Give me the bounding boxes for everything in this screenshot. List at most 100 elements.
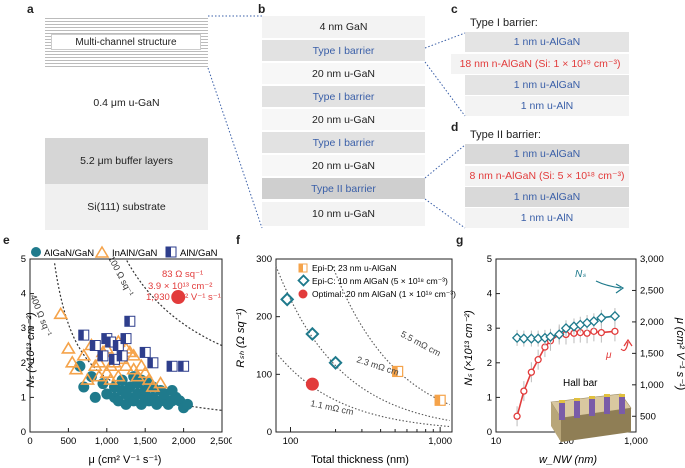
e-point-aln-fill — [113, 340, 119, 351]
e-point-aln — [139, 346, 151, 358]
g-point-mu — [597, 328, 606, 337]
e-point-aln-fill — [78, 330, 84, 341]
e-point-aln-fill — [97, 350, 103, 361]
panel-d-stack: 1 nm u-AlGaN 8 nm n-AlGaN (Si: 5 × 10¹⁸ … — [465, 144, 629, 228]
g-ytick-label: 4 — [487, 289, 492, 300]
e-point-algan — [108, 381, 120, 393]
f-curve — [275, 352, 450, 428]
g-ytick-label: 5 — [487, 254, 492, 265]
e-legend-inaln: InAlN/GaN — [112, 248, 158, 259]
e-point-aln — [124, 315, 136, 327]
c-layer-3: 1 nm u-AlN — [465, 96, 629, 116]
e-point-algan — [181, 398, 193, 410]
g-point-ns — [560, 323, 572, 334]
panel-b-stack: 4 nm GaN Type I barrier 20 nm u-GaN Type… — [262, 16, 425, 228]
g-point-ns — [526, 333, 537, 344]
d-layer-3: 1 nm u-AlN — [465, 208, 629, 228]
g-point-ns — [554, 329, 565, 340]
chart-f: Rₛₕ (Ω sq⁻¹) Total thickness (nm) 100 1,0… — [235, 254, 456, 466]
connector-c-top — [424, 32, 466, 49]
connector-d-top — [424, 144, 466, 179]
e-point-inaln — [126, 348, 142, 361]
g-arrow-ns — [595, 280, 622, 289]
panel-label-b: b — [258, 2, 266, 16]
d-layer-1: 8 nm n-AlGaN (Si: 5 × 10¹⁸ cm⁻³) — [465, 166, 629, 186]
e-point-inaln — [91, 369, 107, 382]
e-point-inaln — [87, 358, 103, 372]
panel-d-title: Type II barrier: — [470, 129, 541, 141]
e-xtick-label: 2,500 — [210, 436, 232, 447]
e-curve-100 — [126, 260, 223, 347]
panel-label-g: g — [456, 233, 464, 247]
layer-buffer: 5.2 μm buffer layers — [45, 138, 208, 184]
f-ytick-label: 200 — [256, 312, 272, 323]
f-point-optimal — [305, 377, 319, 391]
connector-d-bottom — [424, 198, 466, 229]
f-curve-55: 5.5 mΩ cm — [399, 329, 442, 358]
g-point-mu — [583, 329, 591, 337]
b-layer-6: 20 nm u-GaN — [262, 155, 425, 176]
panel-label-f: f — [236, 233, 240, 247]
e-ytick-label: 1 — [21, 392, 26, 403]
g-label-ns: Nₛ — [575, 269, 586, 280]
e-point-aln-fill — [105, 337, 111, 348]
g-point-ns — [518, 333, 530, 344]
g-ytick-label: 0 — [487, 427, 492, 438]
e-curve-100-label: 100 Ω sq⁻¹ — [106, 254, 135, 298]
f-curve-11: 1.1 mΩ cm — [310, 398, 355, 417]
e-point-inaln — [141, 372, 157, 385]
e-point-inaln — [53, 306, 69, 320]
f-legend-epid-marker — [298, 263, 308, 273]
layer-multi-channel: Multi-channel structure — [51, 34, 201, 50]
g-ytick-label: 2 — [487, 358, 492, 369]
e-point-algan — [166, 384, 178, 396]
f-axes-frame — [275, 258, 453, 433]
g-point-mu — [520, 387, 528, 395]
f-point-epid-fill — [392, 366, 398, 377]
d-layer-0: 1 nm u-AlGaN — [465, 144, 629, 164]
e-point-inaln — [153, 376, 168, 389]
e-xtick-label: 1,500 — [133, 436, 157, 447]
g-xlabel: w_NW (nm) — [539, 454, 597, 466]
e-ylabel: Nₛ (×10¹³ cm⁻²) — [25, 312, 37, 388]
f-point-epic — [280, 292, 295, 307]
e-point-aln-fill — [101, 333, 107, 344]
e-point-algan — [120, 388, 132, 400]
f-xtick-label: 100 — [283, 436, 299, 447]
e-point-inaln — [60, 341, 76, 354]
f-legend-optimal: Optimal: 20 nm AlGaN (1 × 10¹⁹ cm⁻³) — [312, 289, 456, 299]
e-point-aln — [166, 360, 178, 372]
e-ytick-label: 0 — [21, 427, 26, 438]
g-point-ns — [596, 312, 607, 323]
e-point-aln-fill — [121, 333, 126, 344]
e-point-algan — [78, 381, 90, 393]
e-point-aln — [89, 340, 101, 351]
b-layer-1: Type I barrier — [262, 40, 425, 61]
e-point-aln — [116, 350, 128, 362]
c-layer-2: 1 nm u-AlGaN — [465, 75, 629, 95]
e-legend-algan-marker — [31, 247, 41, 257]
e-point-inaln — [99, 365, 115, 378]
g-xtick-label: 10 — [491, 436, 502, 447]
e-xtick-label: 500 — [60, 436, 76, 447]
c-layer-1: 18 nm n-AlGaN (Si: 1 × 10¹⁹ cm⁻³) — [451, 54, 629, 74]
g-point-mu — [534, 356, 542, 364]
c-layer-0: 1 nm u-AlGaN — [465, 32, 629, 52]
e-point-aln — [147, 357, 159, 369]
g-y2tick-label: 2,000 — [640, 317, 664, 328]
e-point-aln — [120, 333, 132, 345]
e-annot-ns: 3.9 × 10¹³ cm⁻² — [148, 281, 212, 292]
b-layer-5: Type I barrier — [262, 132, 425, 153]
hall-bar-illustration — [550, 393, 632, 442]
f-legend-epic: Epi-C: 10 nm AlGaN (5 × 10¹⁸ cm⁻³) — [312, 276, 448, 286]
g-point-mu — [513, 412, 521, 420]
e-annot-rsh: 83 Ω sq⁻¹ — [162, 269, 203, 280]
e-xtick-label: 0 — [27, 436, 32, 447]
b-layer-2: 20 nm u-GaN — [262, 63, 425, 84]
e-legend-aln-marker — [165, 246, 177, 258]
f-legend-epic-marker — [297, 274, 310, 287]
e-point-aln-fill — [147, 357, 153, 368]
connector-c-bottom — [424, 61, 466, 117]
b-layer-0: 4 nm GaN — [262, 16, 425, 38]
g-xtick-label: 1,000 — [624, 436, 648, 447]
